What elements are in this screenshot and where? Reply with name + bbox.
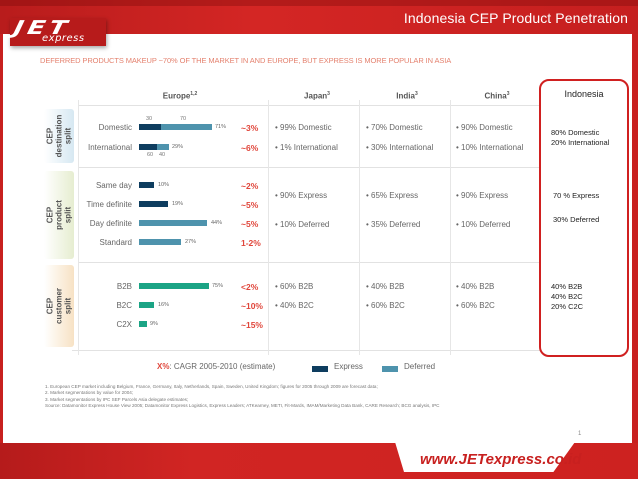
cagr-value: ~5% bbox=[241, 219, 259, 229]
indonesia-destination: 80% Domestic 20% International bbox=[551, 128, 610, 147]
bar-value: 9% bbox=[150, 321, 158, 327]
cagr-value: 1-2% bbox=[241, 238, 261, 248]
bar-value: 44% bbox=[211, 220, 223, 226]
japan-customer: • 60% B2B bbox=[275, 282, 314, 291]
section-label-customer: CEP customer split bbox=[44, 265, 74, 347]
indonesia-customer: 40% B2B 40% B2C 20% C2C bbox=[551, 282, 584, 311]
header-bar bbox=[0, 0, 638, 34]
jet-express-logo: JET express bbox=[10, 17, 106, 46]
footnotes: 1. European CEP market including Belgium… bbox=[45, 384, 440, 409]
divider bbox=[450, 100, 451, 355]
segment-label: 70 bbox=[180, 116, 187, 122]
bar-domestic-express bbox=[139, 124, 161, 130]
row-label-c2x: C2X bbox=[116, 320, 132, 329]
bar-c2x bbox=[139, 321, 147, 327]
divider bbox=[78, 100, 79, 355]
legend-deferred-swatch bbox=[382, 366, 398, 372]
bar-value: 10% bbox=[158, 182, 170, 188]
column-china: China3 bbox=[484, 91, 510, 101]
bar-international-deferred bbox=[157, 144, 169, 150]
cagr-value: ~3% bbox=[241, 123, 259, 133]
row-label-b2b: B2B bbox=[116, 282, 132, 291]
bar-value: 71% bbox=[215, 124, 227, 130]
slide-number: 1 bbox=[578, 431, 582, 437]
india-customer: • 40% B2B bbox=[366, 282, 405, 291]
footer-url[interactable]: www.JETexpress.co.id bbox=[420, 451, 582, 468]
bar-value: 19% bbox=[172, 201, 184, 207]
india-product: • 35% Deferred bbox=[366, 220, 421, 229]
china-product: • 90% Express bbox=[456, 191, 509, 200]
bar-value: 29% bbox=[172, 144, 184, 150]
legend-express-swatch bbox=[312, 366, 328, 372]
column-europe: Europe1,2 bbox=[162, 91, 198, 101]
page-title: Indonesia CEP Product Penetration bbox=[403, 10, 628, 26]
row-label-international: International bbox=[87, 143, 132, 152]
china-customer: • 60% B2C bbox=[456, 301, 495, 310]
row-label-standard: Standard bbox=[99, 238, 132, 247]
japan-destination: • 1% International bbox=[275, 143, 338, 152]
column-japan: Japan3 bbox=[304, 91, 330, 101]
cagr-value: <2% bbox=[241, 282, 259, 292]
row-label-same-day: Same day bbox=[95, 181, 132, 190]
legend-cagr: X%: CAGR 2005-2010 (estimate) bbox=[157, 362, 276, 371]
bar-same-day bbox=[139, 182, 154, 188]
divider bbox=[78, 262, 548, 263]
divider bbox=[78, 167, 548, 168]
row-label-b2c: B2C bbox=[116, 301, 132, 310]
legend-express: Express bbox=[334, 362, 363, 371]
section-label-product: CEP product split bbox=[44, 171, 74, 259]
cagr-value: ~2% bbox=[241, 181, 259, 191]
footer-url-panel bbox=[395, 442, 575, 472]
row-label-domestic: Domestic bbox=[98, 123, 132, 132]
bar-standard bbox=[139, 239, 181, 245]
bar-value: 75% bbox=[212, 283, 224, 289]
bar-day-definite bbox=[139, 220, 207, 226]
china-destination: • 90% Domestic bbox=[456, 123, 513, 132]
divider bbox=[268, 100, 269, 355]
segment-label: 60 bbox=[147, 152, 154, 158]
bar-international-express bbox=[139, 144, 157, 150]
bar-b2b bbox=[139, 283, 209, 289]
bar-domestic-deferred bbox=[161, 124, 212, 130]
section-label-destination: CEP destination split bbox=[44, 109, 74, 163]
divider bbox=[78, 105, 548, 106]
column-india: India3 bbox=[396, 91, 418, 101]
china-customer: • 40% B2B bbox=[456, 282, 495, 291]
row-label-time-definite: Time definite bbox=[86, 200, 133, 209]
cagr-value: ~10% bbox=[241, 301, 263, 311]
bar-b2c bbox=[139, 302, 154, 308]
cagr-value: ~6% bbox=[241, 143, 259, 153]
japan-product: • 10% Deferred bbox=[275, 220, 330, 229]
row-label-day-definite: Day definite bbox=[89, 219, 132, 228]
cagr-value: ~5% bbox=[241, 200, 259, 210]
japan-product: • 90% Express bbox=[275, 191, 328, 200]
indonesia-deferred: 30% Deferred bbox=[553, 215, 600, 224]
india-customer: • 60% B2C bbox=[366, 301, 405, 310]
slide-content bbox=[3, 34, 632, 443]
indonesia-heading: Indonesia bbox=[564, 89, 604, 99]
india-product: • 65% Express bbox=[366, 191, 419, 200]
indonesia-express: 70 % Express bbox=[553, 191, 600, 200]
china-destination: • 10% International bbox=[456, 143, 524, 152]
cagr-value: ~15% bbox=[241, 320, 263, 330]
bar-value: 16% bbox=[158, 302, 170, 308]
indonesia-panel: Indonesia 80% Domestic 20% International… bbox=[539, 79, 629, 357]
japan-customer: • 40% B2C bbox=[275, 301, 314, 310]
segment-label: 40 bbox=[159, 152, 166, 158]
legend-deferred: Deferred bbox=[404, 362, 436, 371]
divider bbox=[72, 350, 548, 351]
slide-heading: DEFERRED PRODUCTS MAKEUP ~70% OF THE MAR… bbox=[40, 56, 452, 65]
china-product: • 10% Deferred bbox=[456, 220, 511, 229]
india-destination: • 30% International bbox=[366, 143, 434, 152]
segment-label: 30 bbox=[146, 116, 153, 122]
divider bbox=[359, 100, 360, 355]
japan-destination: • 99% Domestic bbox=[275, 123, 332, 132]
india-destination: • 70% Domestic bbox=[366, 123, 423, 132]
bar-value: 27% bbox=[185, 239, 197, 245]
bar-time-definite bbox=[139, 201, 168, 207]
